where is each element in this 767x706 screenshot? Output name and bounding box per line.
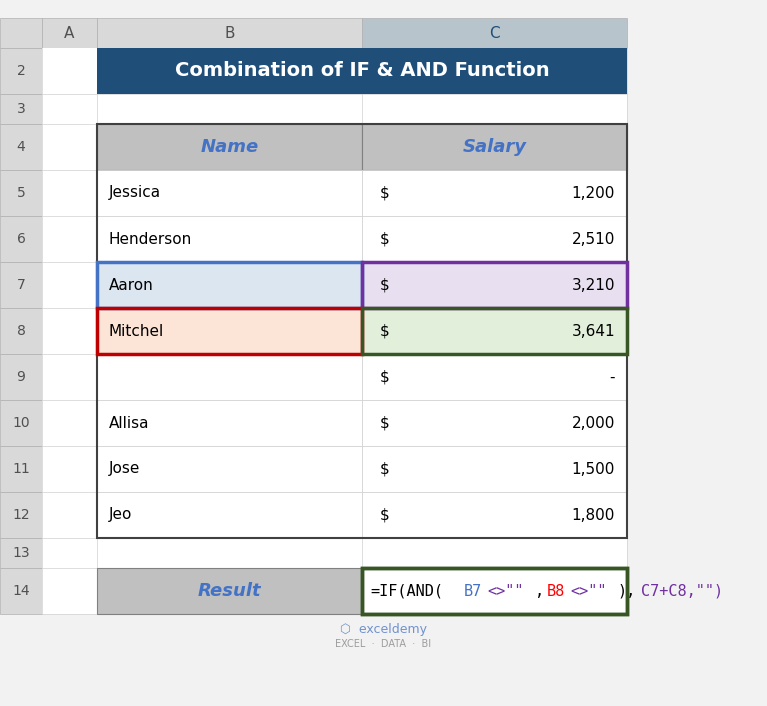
Text: $: $ [380,508,390,522]
Text: 12: 12 [12,508,30,522]
Text: $: $ [380,277,390,292]
Text: 3: 3 [17,102,25,116]
Bar [362,354,627,400]
Text: 3,210: 3,210 [571,277,615,292]
Bar [362,262,627,308]
Bar [42,48,627,614]
Text: B8: B8 [547,583,565,599]
Bar [97,308,362,354]
Text: 2,510: 2,510 [571,232,615,246]
Bar [0,568,42,614]
Bar [97,48,627,94]
Text: C7+C8,""): C7+C8,"") [640,583,723,599]
Text: EXCEL  ·  DATA  ·  BI: EXCEL · DATA · BI [335,639,432,649]
Text: 2: 2 [17,64,25,78]
Bar [362,262,627,308]
Text: <>"": <>"" [488,583,524,599]
Bar [362,400,627,446]
Bar [0,18,42,48]
Bar [0,216,42,262]
Text: 7: 7 [17,278,25,292]
Text: Result: Result [198,582,262,600]
Bar [362,124,627,170]
Text: 13: 13 [12,546,30,560]
Text: Jose: Jose [109,462,140,477]
Text: A: A [64,25,74,40]
Bar [0,538,42,568]
Bar [362,308,627,354]
Bar [0,354,42,400]
Text: $: $ [380,186,390,201]
Text: $: $ [380,232,390,246]
Text: ,: , [535,583,544,599]
Bar [362,308,627,354]
Bar [0,48,42,94]
Bar [0,124,42,170]
Bar [97,18,362,48]
Bar [97,124,627,538]
Text: Henderson: Henderson [109,232,193,246]
Text: ),: ), [617,583,636,599]
Bar [362,446,627,492]
Text: Allisa: Allisa [109,416,150,431]
Text: 1,800: 1,800 [571,508,615,522]
Bar [0,400,42,446]
Bar [0,492,42,538]
Text: 14: 14 [12,584,30,598]
Bar [97,446,362,492]
Bar [0,308,42,354]
Bar [0,170,42,216]
Bar [0,446,42,492]
Bar [97,400,362,446]
Text: Salary: Salary [463,138,526,156]
Bar [362,170,627,216]
Text: $: $ [380,323,390,338]
Bar [97,308,362,354]
Text: 6: 6 [17,232,25,246]
Text: $: $ [380,462,390,477]
Text: Combination of IF & AND Function: Combination of IF & AND Function [175,61,549,80]
Bar [362,216,627,262]
Text: C: C [489,25,500,40]
Bar [97,262,362,308]
Text: Mitchel: Mitchel [109,323,164,338]
Bar [97,124,362,170]
Text: Aaron: Aaron [109,277,153,292]
Text: 4: 4 [17,140,25,154]
Bar [362,18,627,48]
Text: 5: 5 [17,186,25,200]
Text: $: $ [380,416,390,431]
Bar [97,354,362,400]
Text: 2,000: 2,000 [571,416,615,431]
Bar [97,262,362,308]
Bar [362,568,627,614]
Text: B: B [224,25,235,40]
Text: 1,200: 1,200 [571,186,615,201]
Text: 10: 10 [12,416,30,430]
Text: 11: 11 [12,462,30,476]
Text: Name: Name [200,138,258,156]
Bar [0,262,42,308]
Text: $: $ [380,369,390,385]
Text: =IF(AND(: =IF(AND( [370,583,443,599]
Bar [362,492,627,538]
Text: Jeo: Jeo [109,508,133,522]
Text: 8: 8 [17,324,25,338]
Text: 9: 9 [17,370,25,384]
Text: 3,641: 3,641 [571,323,615,338]
Bar [97,216,362,262]
Text: <>"": <>"" [570,583,607,599]
Text: -: - [610,369,615,385]
Bar [97,170,362,216]
Bar [42,18,97,48]
Text: ⬡  exceldemy: ⬡ exceldemy [340,623,427,637]
Text: 1,500: 1,500 [571,462,615,477]
Bar [362,568,627,614]
Text: Jessica: Jessica [109,186,161,201]
Bar [97,568,362,614]
Bar [0,94,42,124]
Bar [97,492,362,538]
Text: B7: B7 [464,583,482,599]
